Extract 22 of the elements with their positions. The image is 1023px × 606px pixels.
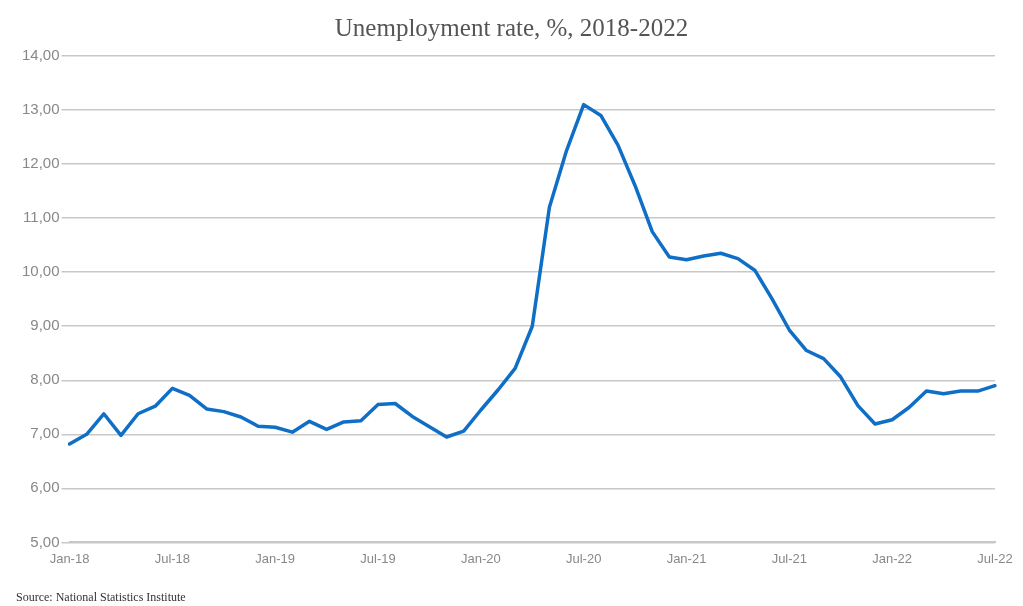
x-tick-label: Jul-21 [771,550,808,566]
x-tick-label: Jan-18 [49,550,90,566]
x-tick-label: Jan-20 [460,550,501,566]
y-tick-label: 14,00 [21,46,60,64]
y-tick-label: 9,00 [30,316,60,334]
y-tick-label: 10,00 [21,262,60,280]
y-tick-label: 12,00 [21,154,60,172]
x-tick-label: Jul-18 [154,550,191,566]
y-tick-label: 6,00 [30,478,60,496]
x-tick-label: Jan-19 [255,550,296,566]
x-tick-label: Jul-22 [977,550,1013,566]
y-tick-label: 13,00 [21,100,60,118]
y-tick-label: 5,00 [30,532,60,550]
x-tick-label: Jul-20 [565,550,602,566]
y-tick-label: 8,00 [30,370,60,388]
y-tick-label: 7,00 [30,424,60,442]
y-tick-label: 11,00 [23,208,60,226]
x-tick-label: Jan-22 [872,550,913,566]
x-tick-label: Jul-19 [360,550,396,566]
source-note: Source: National Statistics Institute [16,590,186,605]
chart-title: Unemployment rate, %, 2018-2022 [333,14,690,42]
x-tick-label: Jan-21 [666,550,707,566]
